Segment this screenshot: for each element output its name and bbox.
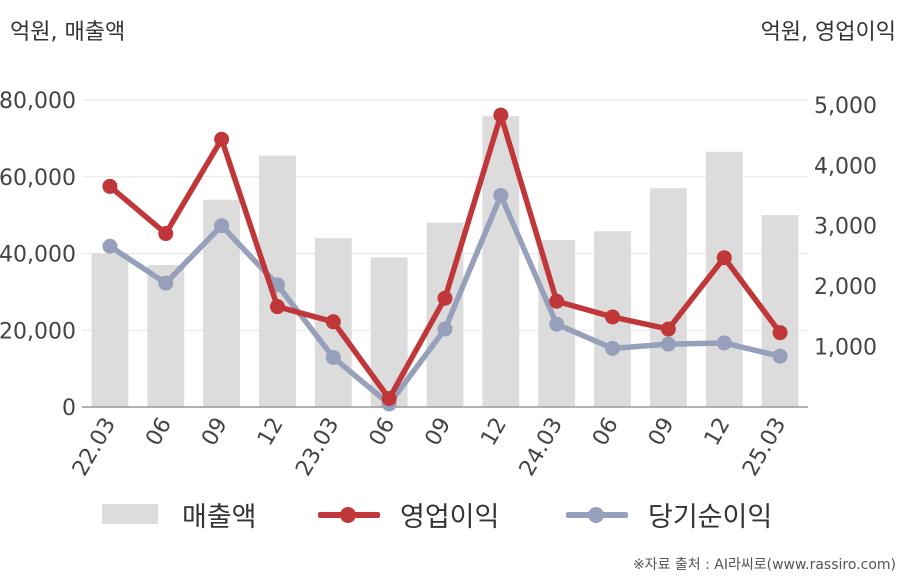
bar-revenue bbox=[649, 188, 687, 407]
x-tick-label: 22.03 bbox=[68, 414, 121, 481]
point-net bbox=[158, 275, 174, 291]
point-net bbox=[549, 316, 565, 332]
bar-revenue bbox=[203, 199, 241, 407]
legend-swatch-operating bbox=[318, 504, 380, 524]
legend: 매출액 영업이익 당기순이익 bbox=[0, 492, 908, 536]
bar-revenue bbox=[761, 215, 799, 407]
x-tick-label: 06 bbox=[588, 414, 624, 451]
x-tick-label: 12 bbox=[253, 414, 289, 451]
right-axis-unit-label: 억원, 영업이익 bbox=[760, 20, 896, 45]
point-net bbox=[716, 335, 732, 351]
legend-item-net: 당기순이익 bbox=[566, 492, 772, 536]
point-operating bbox=[716, 250, 732, 266]
legend-label-revenue: 매출액 bbox=[182, 501, 257, 533]
left-tick-label: 40,000 bbox=[0, 243, 76, 268]
point-net bbox=[493, 187, 509, 203]
point-operating bbox=[437, 290, 453, 306]
point-net bbox=[660, 336, 676, 352]
left-tick-label: 0 bbox=[62, 396, 76, 421]
x-tick-label: 12 bbox=[700, 414, 736, 451]
x-tick-label: 06 bbox=[365, 414, 401, 451]
point-net bbox=[102, 238, 118, 254]
point-net bbox=[605, 340, 621, 356]
point-operating bbox=[549, 293, 565, 309]
x-tick-label: 06 bbox=[141, 414, 177, 451]
legend-swatch-revenue bbox=[102, 504, 158, 524]
point-operating bbox=[325, 314, 341, 330]
x-tick-label: 09 bbox=[644, 414, 680, 451]
point-operating bbox=[158, 226, 174, 242]
x-tick-label: 09 bbox=[197, 414, 233, 451]
point-operating bbox=[214, 131, 230, 147]
point-operating bbox=[269, 299, 285, 315]
right-tick-label: 1,000 bbox=[814, 336, 877, 361]
x-tick-label: 24.03 bbox=[515, 414, 568, 481]
legend-item-revenue: 매출액 bbox=[102, 492, 257, 536]
legend-label-net: 당기순이익 bbox=[648, 501, 773, 533]
point-net bbox=[772, 348, 788, 364]
point-operating bbox=[381, 391, 397, 407]
combo-chart: 0 20,000 40,000 60,000 80,000 1,000 2,000 3,000… bbox=[0, 89, 877, 481]
right-tick-label: 5,000 bbox=[814, 94, 877, 119]
x-tick-label: 23.03 bbox=[291, 414, 344, 481]
bar-revenue bbox=[91, 253, 129, 407]
source-credit: ※자료 출처 : AI라씨로(www.rassiro.com) bbox=[632, 557, 896, 573]
right-tick-label: 2,000 bbox=[814, 275, 877, 300]
point-operating bbox=[772, 325, 788, 341]
point-operating bbox=[660, 321, 676, 337]
left-tick-label: 60,000 bbox=[0, 166, 76, 191]
left-tick-label: 80,000 bbox=[0, 89, 76, 114]
point-net bbox=[437, 321, 453, 337]
x-tick-label: 09 bbox=[421, 414, 457, 451]
right-tick-label: 3,000 bbox=[814, 215, 877, 240]
point-operating bbox=[605, 309, 621, 325]
bar-revenue bbox=[705, 151, 743, 407]
legend-item-operating: 영업이익 bbox=[318, 492, 499, 536]
left-axis-unit-label: 억원, 매출액 bbox=[10, 20, 126, 45]
point-operating bbox=[493, 107, 509, 123]
legend-swatch-net bbox=[566, 504, 628, 524]
point-operating bbox=[102, 178, 118, 194]
left-tick-label: 20,000 bbox=[0, 319, 76, 344]
point-net bbox=[325, 349, 341, 365]
legend-label-operating: 영업이익 bbox=[400, 501, 500, 533]
point-net bbox=[214, 218, 230, 234]
x-tick-label: 25.03 bbox=[738, 414, 791, 481]
right-tick-label: 4,000 bbox=[814, 154, 877, 179]
x-tick-label: 12 bbox=[476, 414, 512, 451]
